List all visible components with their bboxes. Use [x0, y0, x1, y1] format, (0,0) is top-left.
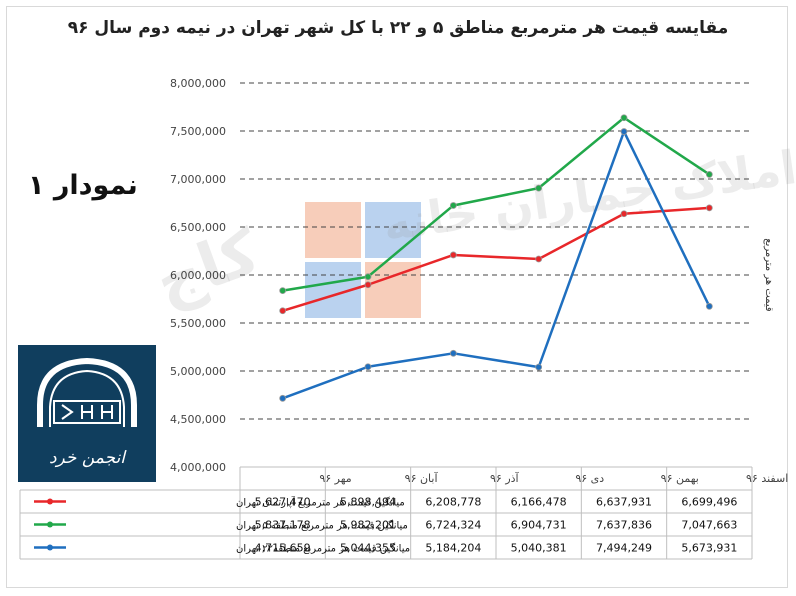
legend-marker: [47, 498, 53, 505]
y-tick-label: 4,000,000: [170, 461, 226, 474]
legend-label: میانگین قیمت هر مترمربع آپارتمان تهران: [236, 496, 405, 509]
category-label: آبان ۹۶: [405, 471, 439, 485]
y-gridlines: [240, 82, 752, 420]
y-tick-label: 8,000,000: [170, 77, 226, 90]
data-point: [705, 171, 713, 178]
table-cell: 6,724,324: [425, 519, 481, 532]
y-tick-labels: 4,000,000 4,500,000 5,000,000 5,500,000 6,00…: [170, 77, 226, 474]
series-line-0: [282, 206, 710, 312]
table-cell: 5,040,381: [511, 542, 567, 555]
data-point: [279, 307, 287, 315]
legend-marker: [47, 544, 53, 551]
data-point: [620, 210, 628, 218]
table-cell: 4,715,659: [255, 542, 311, 555]
table-cell: 5,982,201: [340, 519, 396, 532]
category-label: بهمن ۹۶: [661, 472, 699, 485]
data-table: مهر ۹۶ آبان ۹۶ آذر ۹۶ دی ۹۶ بهمن ۹۶ اسفند ۹۶ م…: [19, 466, 788, 560]
y-tick-label: 6,500,000: [170, 221, 226, 234]
y-tick-label: 7,500,000: [170, 125, 226, 138]
table-cell: 6,699,496: [681, 496, 737, 509]
legend-label: میانگین قیمت هر مترمربع منطقه۲۲ تهران: [236, 543, 410, 555]
data-point: [364, 363, 372, 371]
table-cell: 5,184,204: [425, 542, 481, 555]
logo: انجمن خرد: [18, 345, 156, 482]
y-tick-label: 6,000,000: [170, 269, 226, 282]
category-label: آذر ۹۶: [490, 471, 520, 485]
chart-number-label: نمودار ۱: [28, 170, 138, 201]
table-cell: 5,044,355: [340, 542, 396, 555]
data-point: [449, 349, 457, 357]
data-point: [279, 287, 287, 295]
y-tick-label: 4,500,000: [170, 413, 226, 426]
table-cell: 5,898,494: [340, 496, 396, 509]
legend-marker: [47, 521, 53, 528]
series-lines: [279, 114, 713, 402]
data-point: [705, 204, 713, 212]
data-point: [449, 202, 457, 209]
y-tick-label: 7,000,000: [170, 173, 226, 186]
y-tick-label: 5,000,000: [170, 365, 226, 378]
table-cell: 5,673,931: [681, 542, 737, 555]
data-point: [449, 251, 457, 259]
data-point: [279, 394, 287, 402]
table-cell: 6,208,778: [425, 496, 481, 509]
table-cell: 7,494,249: [596, 542, 652, 555]
table-cell: 5,837,178: [255, 519, 311, 532]
data-point: [620, 114, 628, 122]
data-point: [535, 184, 543, 192]
data-point: [705, 302, 713, 310]
table-cell: 6,904,731: [511, 519, 567, 532]
series-line-2: [282, 130, 711, 400]
data-point: [535, 255, 543, 263]
table-cell: 6,637,931: [596, 496, 652, 509]
chart-title: مقایسه قیمت هر مترمربع مناطق ۵ و ۲۲ با ک…: [67, 18, 729, 38]
data-point: [535, 363, 543, 371]
table-cell: 5,627,470: [255, 496, 311, 509]
y-axis-label: قیمت هر مترمربع: [763, 238, 774, 312]
table-cell: 7,637,836: [596, 519, 652, 532]
category-label: مهر ۹۶: [319, 472, 351, 485]
data-point: [620, 128, 628, 135]
data-point: [364, 273, 372, 281]
logo-text: انجمن خرد: [48, 448, 126, 468]
table-cell: 7,047,663: [681, 519, 737, 532]
logo-arch-icon: [37, 357, 137, 427]
y-tick-label: 5,500,000: [170, 317, 226, 330]
table-cell: 6,166,478: [511, 496, 567, 509]
chart-frame: [6, 6, 788, 588]
data-point: [364, 281, 372, 289]
category-label: دی ۹۶: [575, 472, 604, 485]
series-line-1: [282, 116, 711, 292]
category-label: اسفند ۹۶: [746, 472, 788, 485]
legend-label: میانگین قیمت هر مترمربع منطقه ۵ تهران: [236, 520, 408, 532]
